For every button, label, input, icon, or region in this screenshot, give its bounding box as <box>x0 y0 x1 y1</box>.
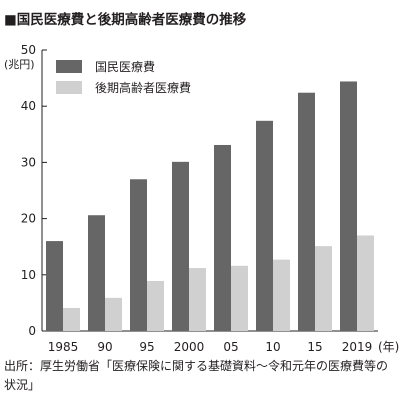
legend-label: 後期高齢者医療費 <box>95 80 191 95</box>
y-unit-label: (兆円) <box>4 58 35 71</box>
x-tick-label: 10 <box>265 340 280 354</box>
legend-label: 国民医療費 <box>95 59 155 74</box>
source-note: 出所：厚生労働省「医療保険に関する基礎資料～令和元年の医療費等の状況」 <box>4 359 389 392</box>
bar-national-medical-cost <box>214 144 231 331</box>
y-tick-label: 30 <box>21 155 36 169</box>
bar-late-elderly-medical-cost <box>231 265 248 331</box>
x-tick-label: 2000 <box>174 340 205 354</box>
x-tick-label: 2019 <box>342 340 373 354</box>
x-unit-label: (年) <box>378 340 399 354</box>
bar-national-medical-cost <box>340 81 357 331</box>
bar-late-elderly-medical-cost <box>147 280 164 331</box>
bar-national-medical-cost <box>256 120 273 331</box>
x-tick-label: 15 <box>307 340 322 354</box>
bar-national-medical-cost <box>46 241 63 331</box>
y-tick-label: 10 <box>21 268 36 282</box>
bar-late-elderly-medical-cost <box>273 259 290 331</box>
y-tick-label: 0 <box>28 324 36 338</box>
y-tick-label: 50 <box>21 43 36 57</box>
bar-late-elderly-medical-cost <box>189 268 206 331</box>
bar-late-elderly-medical-cost <box>105 297 122 331</box>
bar-late-elderly-medical-cost <box>357 235 374 331</box>
chart-title: ■国民医療費と後期高齢者医療費の推移 <box>4 12 247 28</box>
x-tick-label: 95 <box>139 340 154 354</box>
x-tick-label: 05 <box>223 340 238 354</box>
bar-national-medical-cost <box>298 92 315 331</box>
legend-swatch <box>56 60 82 73</box>
bar-late-elderly-medical-cost <box>63 307 80 331</box>
x-tick-label: 1985 <box>48 340 79 354</box>
bar-national-medical-cost <box>88 215 105 331</box>
x-tick-label: 90 <box>97 340 112 354</box>
y-tick-label: 40 <box>21 99 36 113</box>
bar-late-elderly-medical-cost <box>315 246 332 331</box>
legend-swatch <box>56 81 82 94</box>
y-tick-label: 20 <box>21 212 36 226</box>
bar-national-medical-cost <box>172 161 189 331</box>
bar-national-medical-cost <box>130 179 147 331</box>
